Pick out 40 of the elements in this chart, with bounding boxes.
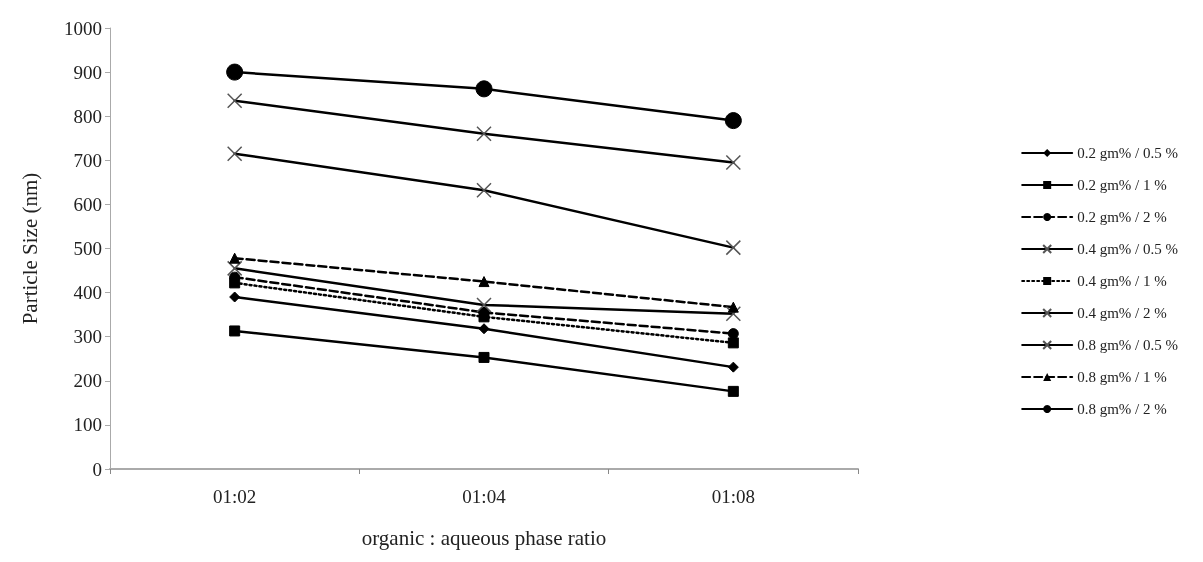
- point: [727, 361, 739, 373]
- point: [229, 325, 241, 337]
- y-tick-label: 900: [73, 61, 102, 83]
- point: [226, 63, 244, 81]
- point: [724, 112, 742, 130]
- point: [478, 323, 490, 335]
- x-tick-label: 01:04: [462, 486, 507, 507]
- y-tick-label: 700: [73, 149, 102, 171]
- y-tick-label: 500: [73, 238, 102, 259]
- y-tick-label: 300: [73, 326, 102, 348]
- legend-label: 0.4 gm% / 2 %: [1077, 305, 1167, 321]
- point: [478, 351, 490, 363]
- y-tick-label: 1000: [64, 17, 102, 39]
- legend-label: 0.2 gm% / 0.5 %: [1077, 145, 1178, 161]
- legend-label: 0.8 gm% / 2 %: [1077, 401, 1167, 417]
- y-tick-label: 100: [73, 414, 102, 436]
- point: [727, 385, 739, 397]
- y-tick-label: 600: [73, 193, 102, 215]
- y-tick-label: 200: [73, 370, 102, 392]
- x-tick-label: 01:08: [711, 486, 755, 507]
- point: [727, 337, 739, 349]
- legend-label: 0.2 gm% / 2 %: [1077, 209, 1167, 225]
- legend-label: 0.2 gm% / 1 %: [1077, 177, 1167, 193]
- legend-label: 0.8 gm% / 0.5 %: [1077, 337, 1178, 353]
- y-tick-label: 400: [73, 282, 102, 304]
- point: [475, 80, 493, 98]
- point: [229, 291, 241, 303]
- legend-label: 0.4 gm% / 0.5 %: [1077, 241, 1178, 257]
- y-tick-label: 0: [92, 458, 102, 480]
- x-axis-title: organic : aqueous phase ratio: [361, 525, 607, 550]
- y-axis-title: Particle Size (nm): [17, 172, 42, 325]
- point: [727, 301, 739, 313]
- legend-label: 0.8 gm% / 1 %: [1077, 369, 1167, 385]
- point: [478, 276, 490, 288]
- x-tick-label: 01:02: [213, 486, 257, 507]
- point: [478, 311, 490, 323]
- point: [229, 252, 241, 264]
- y-tick-label: 800: [73, 105, 102, 127]
- legend-label: 0.4 gm% / 1 %: [1077, 273, 1167, 289]
- point: [229, 277, 241, 289]
